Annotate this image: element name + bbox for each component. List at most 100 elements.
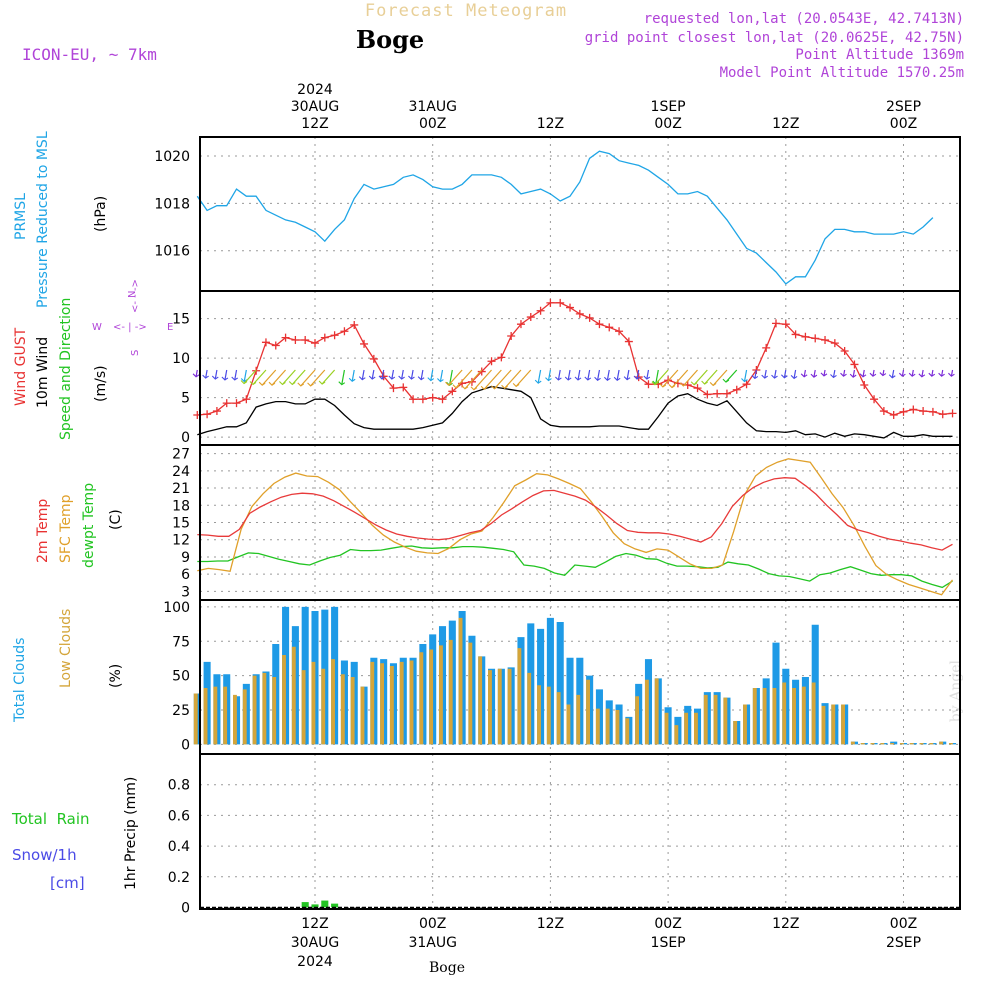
wind-direction-arrow [596, 369, 601, 381]
low-cloud-bar [821, 705, 826, 745]
gust-marker [830, 339, 839, 348]
wind-arrow-head [427, 377, 435, 382]
wind-arrow-head [358, 376, 366, 381]
wind-direction-arrow [224, 369, 228, 381]
gust-marker [291, 335, 300, 344]
low-cloud-bar [703, 694, 708, 745]
wind-direction-arrow [823, 369, 826, 376]
wind-direction-arrow [300, 369, 316, 387]
panel-frame-pressure [199, 136, 961, 292]
wind-arrow-head [408, 375, 415, 380]
low-cloud-bar [605, 708, 610, 745]
wind-arrow-head [741, 378, 748, 383]
ytick-clouds: 100 [163, 600, 190, 616]
low-cloud-bar [841, 704, 846, 745]
wind-arrow-head [790, 375, 798, 380]
low-cloud-bar [478, 656, 483, 745]
bottom-time-label: 00Z [890, 916, 917, 932]
top-time-label: 30AUG [291, 99, 340, 115]
gust-marker [389, 384, 398, 393]
ytick-temp: 6 [181, 567, 190, 583]
low-cloud-bar [733, 721, 738, 745]
low-cloud-bar [488, 670, 492, 745]
wind-direction-arrow [803, 369, 807, 377]
rain-bar [331, 903, 339, 908]
compass-e: E [167, 322, 173, 333]
gust-marker [350, 320, 359, 329]
snow-unit-label: [cm] [50, 874, 85, 892]
gust-marker [438, 395, 447, 404]
low-cloud-bar [743, 704, 747, 745]
ytick-precip: 0.2 [168, 870, 190, 886]
wind-direction-arrow [281, 369, 296, 385]
low-cloud-bar [399, 661, 404, 745]
wind-direction-arrow [430, 369, 434, 381]
wind-arrow-head [594, 376, 601, 381]
wind-arrow-head [643, 375, 651, 380]
gust-marker [271, 341, 280, 350]
ytick-temp: 18 [172, 498, 190, 514]
wind-arrow-head [709, 382, 717, 387]
wind-arrow-head [869, 372, 877, 377]
bottom-time-label: 12Z [537, 916, 564, 932]
pressure-label-main: PRMSL [13, 193, 29, 240]
wind-unit: (m/s) [93, 365, 109, 402]
t2m-label: 2m Temp [35, 499, 51, 563]
model-name: ICON-EU, ~ 7km [22, 45, 157, 64]
gust-marker [516, 320, 525, 329]
sfc-label: SFC Temp [58, 494, 74, 563]
ytick-pressure: 1020 [154, 149, 190, 165]
total-cloud-bar [556, 622, 564, 745]
low-cloud-bar [615, 710, 620, 745]
gust-marker [889, 410, 898, 419]
ytick-temp: 15 [172, 516, 190, 532]
wind-direction-arrow [243, 369, 257, 384]
low-cloud-bar [380, 663, 385, 745]
ytick-clouds: 0 [181, 737, 190, 753]
low-cloud-bar [644, 679, 649, 745]
sfc-temp-line [197, 458, 954, 596]
wind-arrow-head [512, 382, 520, 388]
low-cloud-bar [301, 670, 306, 745]
gust-marker [791, 330, 800, 339]
wind-arrow-head [830, 374, 837, 379]
wind-arrow-head [555, 376, 562, 381]
compass-w: W [92, 322, 102, 333]
low-cloud-bar [527, 672, 532, 745]
wind-direction-arrow [662, 369, 679, 388]
ytick-wind: 15 [172, 312, 190, 328]
wind-direction-arrow [882, 369, 885, 376]
wind-arrow-head [948, 372, 955, 377]
wind-arrow-head [761, 374, 769, 379]
wind-direction-arrow [351, 369, 355, 382]
footer-station: Boge [429, 960, 465, 976]
wind-arrow-head [623, 376, 631, 381]
gust-marker [536, 306, 545, 315]
panel-frames [199, 136, 961, 910]
wind-arrow-head [679, 382, 687, 387]
gust-marker [418, 395, 427, 404]
wind-arrow-head [659, 383, 667, 388]
low-cloud-bar [262, 672, 267, 745]
wind-arrow-head [398, 375, 405, 380]
total-cloud-bar [566, 657, 574, 745]
ytick-temp: 3 [181, 584, 190, 600]
gust-marker [399, 383, 408, 392]
wind-arrow-head [318, 380, 326, 385]
wind-direction-arrow [626, 369, 630, 380]
wind-direction-arrow [391, 369, 395, 380]
rain-bar [311, 904, 319, 908]
wind-arrow-head [771, 374, 778, 379]
ytick-precip: 0.8 [168, 778, 190, 794]
low-cloud-bar [929, 743, 934, 745]
wind-arrow-head [564, 376, 572, 381]
top-time-label: 00Z [654, 116, 681, 132]
low-cloud-bar [782, 682, 787, 745]
ytick-temp: 9 [181, 550, 190, 566]
wind-arrow-head [574, 376, 582, 381]
wind-direction-arrow [261, 369, 277, 386]
bottom-time-label: 00Z [654, 916, 681, 932]
wind-arrow-head [722, 378, 730, 383]
wind-arrow-head [288, 381, 296, 386]
gust-marker [379, 372, 388, 381]
